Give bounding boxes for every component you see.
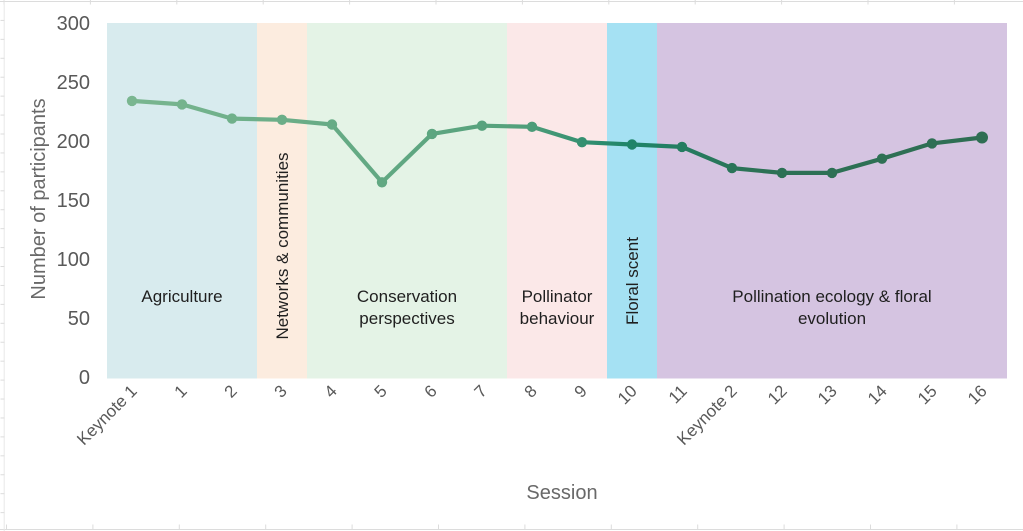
x-tick-label: 14 [864,381,891,408]
data-point [826,167,838,179]
x-tick-label: 7 [471,381,491,401]
data-point [526,121,538,132]
y-tick-label: 250 [57,72,90,94]
x-axis-title: Session [526,482,597,504]
band-label: behaviour [520,309,595,328]
data-point [126,95,138,107]
category-band [657,23,1007,379]
category-band-labels: Agriculture Networks & communities Conserv… [141,152,931,339]
data-point [576,137,588,148]
x-tick-label: 16 [964,381,991,408]
data-point [476,120,488,131]
x-tick-label: 6 [421,381,441,401]
x-tick-label: 5 [371,381,391,401]
y-axis-title: Number of participants [28,98,50,299]
data-point [226,113,238,124]
y-axis-tick-labels: 0 50 100 150 200 250 300 [57,13,90,389]
category-band [107,23,257,379]
x-tick-label: 15 [914,381,941,408]
data-point [326,119,338,130]
category-band [607,23,657,379]
x-tick-label: 9 [571,381,591,401]
data-point [626,139,638,150]
data-point [676,141,688,153]
band-label: Agriculture [141,287,222,306]
x-tick-label: 3 [271,381,291,401]
band-label: Pollination ecology & floral [732,287,931,306]
data-point [176,99,188,110]
y-tick-label: 0 [79,367,90,389]
x-tick-label: 4 [321,381,341,401]
x-tick-label: 11 [665,381,691,407]
category-band [307,23,507,379]
data-point [426,128,438,140]
x-tick-label: 8 [521,381,541,401]
band-label: Pollinator [522,287,593,306]
data-line [129,98,985,185]
y-tick-label: 300 [57,13,90,35]
data-point [926,138,938,149]
data-point [276,114,288,126]
band-label: Networks & communities [273,152,292,339]
category-band [257,23,307,379]
category-band [507,23,607,379]
data-point [376,177,388,188]
data-point [726,162,738,174]
y-tick-label: 100 [57,249,90,271]
x-tick-label: 2 [221,381,241,401]
data-point [776,167,788,179]
y-tick-label: 200 [57,131,90,153]
y-tick-label: 150 [57,190,90,212]
band-label: perspectives [359,309,454,328]
band-label: Conservation [357,287,457,306]
x-tick-label: Keynote 1 [73,381,141,449]
x-tick-label: 10 [614,381,641,408]
data-point [976,131,988,144]
data-point [876,153,888,164]
x-tick-label: 13 [814,381,841,408]
category-bands [107,23,1007,379]
x-tick-label: 12 [764,381,791,408]
band-label: Floral scent [623,237,642,325]
band-label: evolution [798,309,866,328]
y-tick-label: 50 [68,308,90,330]
x-tick-label: 1 [171,381,191,401]
line-series [126,95,988,188]
